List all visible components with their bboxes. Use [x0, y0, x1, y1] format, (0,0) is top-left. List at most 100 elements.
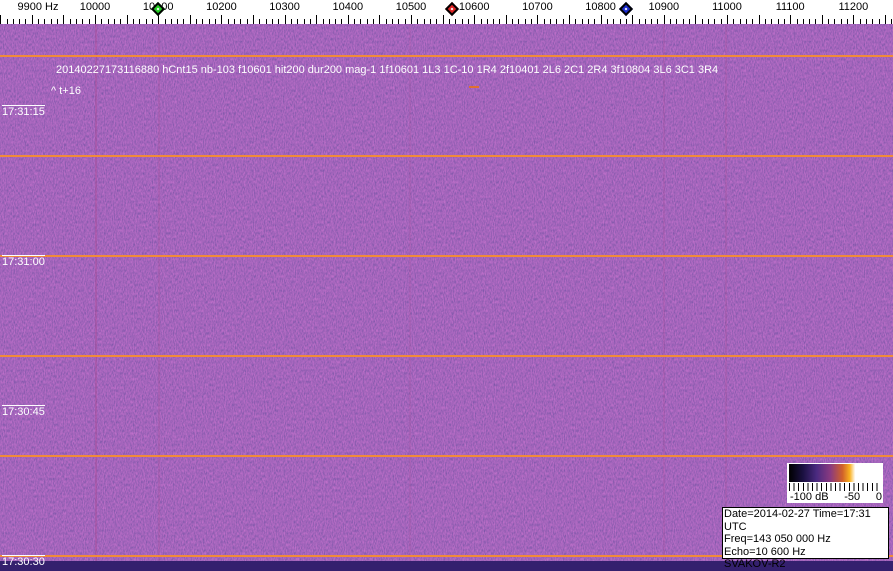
time-label: 17:30:30	[2, 555, 45, 568]
ruler-tick	[158, 15, 160, 24]
ruler-tick	[821, 15, 823, 24]
ruler-tick	[783, 19, 785, 24]
ruler-tick	[145, 19, 147, 24]
detection-info-text: 20140227173116880 hCnt15 nb-103 f10601 h…	[56, 64, 719, 76]
ruler-tick	[834, 19, 836, 24]
ruler-tick	[240, 19, 242, 24]
ruler-tick	[569, 15, 570, 24]
frequency-label: 10300	[269, 1, 300, 13]
red-frequency-marker[interactable]	[445, 1, 460, 17]
spectrogram-waterfall	[0, 24, 893, 561]
ruler-tick	[271, 19, 273, 24]
ruler-tick	[739, 19, 741, 24]
ruler-tick	[208, 19, 210, 24]
ruler-tick	[474, 15, 476, 24]
blue-frequency-marker[interactable]	[618, 1, 633, 17]
ruler-tick	[809, 19, 811, 24]
ruler-tick	[632, 15, 634, 24]
ruler-tick	[322, 19, 324, 24]
time-separator-line	[0, 355, 893, 357]
ruler-tick	[878, 19, 880, 24]
signal-trace	[409, 24, 411, 561]
frequency-label: 10900	[648, 1, 680, 13]
ruler-tick	[63, 15, 65, 24]
ruler-tick	[164, 19, 166, 24]
ruler-tick	[19, 19, 21, 24]
ruler-tick	[25, 19, 27, 24]
ruler-tick	[505, 15, 507, 24]
frequency-label: 10400	[332, 1, 364, 13]
color-scale-ticks	[789, 483, 881, 491]
ruler-tick	[12, 19, 14, 24]
ruler-tick	[392, 19, 394, 24]
ruler-tick	[663, 15, 665, 24]
ruler-tick	[278, 19, 280, 24]
ruler-tick	[701, 19, 703, 24]
ruler-tick	[132, 19, 134, 24]
time-label: 17:30:45	[2, 405, 45, 418]
ruler-tick	[796, 19, 798, 24]
ruler-tick	[682, 19, 684, 24]
ruler-tick	[670, 19, 672, 24]
frequency-label: 11100	[775, 1, 805, 13]
ruler-tick	[581, 19, 583, 24]
ruler-tick	[480, 19, 482, 24]
ruler-tick	[341, 19, 343, 24]
ruler-tick	[221, 15, 223, 24]
ruler-tick	[613, 19, 615, 24]
ruler-tick	[815, 19, 817, 24]
ruler-tick	[708, 19, 710, 24]
ruler-tick	[550, 19, 552, 24]
ruler-tick	[790, 15, 792, 24]
ruler-tick	[126, 15, 128, 24]
ruler-tick	[303, 19, 305, 24]
ruler-tick	[0, 15, 2, 24]
ruler-tick	[151, 19, 153, 24]
color-gradient	[789, 464, 881, 482]
scale-label-min: -100 dB	[790, 491, 829, 503]
station-info-box: Date=2014-02-27 Time=17:31 UTC Freq=143 …	[722, 507, 889, 570]
ruler-tick	[777, 19, 779, 24]
ruler-tick	[170, 19, 172, 24]
frequency-label: 11200	[838, 1, 869, 13]
frequency-label: 11000	[712, 1, 742, 13]
ruler-tick	[139, 19, 141, 24]
frequency-label: 10700	[522, 1, 553, 13]
ruler-tick	[606, 19, 608, 24]
ruler-tick	[853, 15, 855, 24]
ruler-tick	[31, 15, 33, 24]
ruler-tick	[758, 15, 760, 24]
scale-label-mid: -50	[844, 491, 861, 503]
ruler-tick	[284, 15, 286, 24]
echo-line: Echo=10 600 Hz	[724, 545, 806, 558]
ruler-tick	[695, 15, 697, 24]
ruler-tick	[309, 19, 311, 24]
frequency-label: 10500	[395, 1, 427, 13]
time-separator-line	[0, 555, 893, 557]
ruler-tick	[676, 19, 678, 24]
ruler-tick	[76, 19, 78, 24]
ruler-tick	[575, 19, 577, 24]
ruler-tick	[537, 15, 539, 24]
ruler-tick	[461, 19, 463, 24]
ruler-tick	[714, 19, 716, 24]
ruler-tick	[442, 15, 444, 24]
ruler-tick	[448, 19, 450, 24]
ruler-tick	[113, 19, 115, 24]
ruler-tick	[594, 19, 596, 24]
ruler-tick	[885, 15, 886, 24]
ruler-tick	[752, 19, 754, 24]
ruler-tick	[316, 15, 318, 24]
ruler-tick	[625, 19, 627, 24]
ruler-tick	[840, 19, 842, 24]
ruler-tick	[727, 15, 728, 24]
ruler-tick	[651, 19, 653, 24]
time-label: 17:31:00	[2, 255, 45, 268]
frequency-label: 10800	[585, 1, 616, 13]
ruler-tick	[512, 19, 514, 24]
ruler-tick	[6, 19, 8, 24]
frequency-unit-label: 9900 Hz	[17, 1, 59, 13]
ruler-tick	[467, 19, 469, 24]
ruler-tick	[429, 19, 431, 24]
date-time-line: Date=2014-02-27 Time=17:31 UTC	[724, 508, 871, 533]
